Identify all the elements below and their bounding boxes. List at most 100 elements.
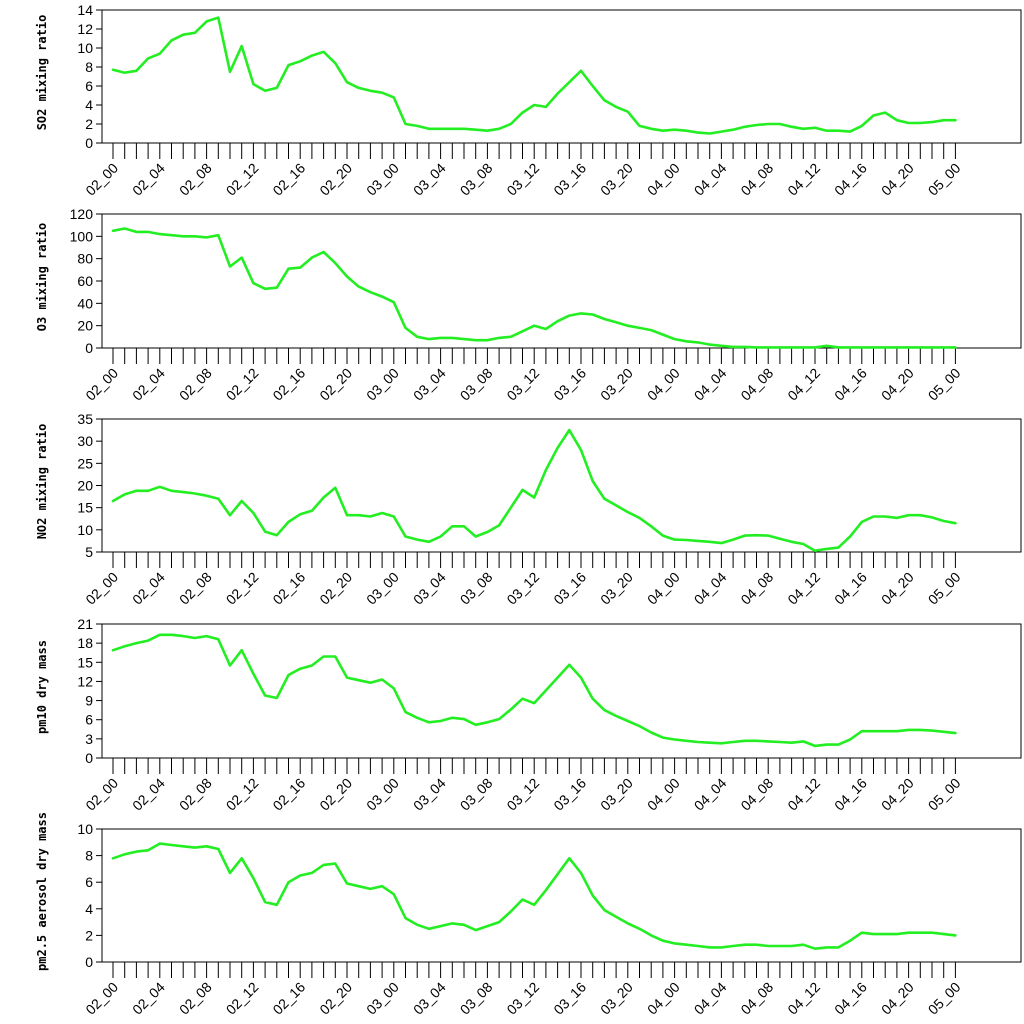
plot-frame — [101, 213, 1022, 349]
y-tick-label: 30 — [77, 433, 93, 449]
x-tick-label: 02_20 — [316, 775, 355, 814]
y-tick-label: 12 — [77, 673, 93, 689]
x-tick-label: 04_00 — [644, 160, 683, 199]
panel-3: 5 10 15 20 25 30 35 02_00 02_04 02_08 02_12 02_16 02… — [35, 411, 1022, 608]
x-tick-label: 04_08 — [737, 365, 776, 404]
x-tick-label: 02_00 — [82, 160, 121, 199]
y-tick-label: 2 — [85, 927, 93, 943]
y-tick-label: 0 — [85, 750, 93, 766]
x-tick-label: 02_00 — [82, 775, 121, 814]
x-tick-label: 03_00 — [363, 160, 402, 199]
y-tick-label: 35 — [77, 411, 93, 427]
y-tick-label: 8 — [85, 848, 93, 864]
x-tick-label: 05_00 — [925, 569, 964, 608]
x-tick-label: 02_20 — [316, 979, 355, 1018]
x-tick-label: 03_00 — [363, 979, 402, 1018]
x-tick-label: 03_16 — [550, 160, 589, 199]
y-axis-label: pm2.5 aerosol dry mass — [35, 812, 49, 971]
x-tick-label: 03_08 — [457, 775, 496, 814]
x-tick-label: 02_04 — [129, 160, 168, 199]
y-tick-label: 60 — [77, 273, 93, 289]
x-tick-label: 05_00 — [925, 160, 964, 199]
x-tick-label: 02_12 — [223, 979, 262, 1018]
x-tick-label: 04_08 — [737, 569, 776, 608]
x-tick-label: 03_08 — [457, 365, 496, 404]
x-tick-label: 03_04 — [410, 569, 449, 608]
x-tick-label: 04_12 — [784, 160, 823, 199]
x-tick-label: 02_12 — [223, 569, 262, 608]
x-tick-label: 04_12 — [784, 569, 823, 608]
x-tick-label: 03_12 — [503, 365, 542, 404]
panel-4: 0 3 6 9 12 15 18 21 02_00 02_04 02_08 02_12 02_16 02_… — [35, 616, 1022, 814]
y-tick-label: 120 — [70, 206, 94, 222]
y-tick-label: 0 — [85, 954, 93, 970]
x-tick-label: 04_08 — [737, 979, 776, 1018]
x-tick-label: 03_12 — [503, 160, 542, 199]
x-tick-label: 03_08 — [457, 160, 496, 199]
x-tick-label: 03_12 — [503, 979, 542, 1018]
x-tick-label: 02_08 — [176, 365, 215, 404]
x-tick-label: 03_12 — [503, 569, 542, 608]
y-tick-label: 12 — [77, 21, 93, 37]
x-tick-label: 03_04 — [410, 775, 449, 814]
x-tick-label: 03_16 — [550, 365, 589, 404]
y-axis-label: O3 mixing ratio — [35, 223, 49, 331]
x-tick-label: 02_04 — [129, 979, 168, 1018]
x-tick-label: 04_20 — [878, 979, 917, 1018]
y-tick-label: 21 — [77, 616, 93, 632]
y-tick-label: 10 — [77, 821, 93, 837]
plot-frame — [101, 828, 1022, 963]
y-tick-label: 6 — [85, 78, 93, 94]
x-tick-label: 04_04 — [691, 979, 730, 1018]
x-tick-label: 03_12 — [503, 775, 542, 814]
x-tick-label: 02_20 — [316, 569, 355, 608]
series-line — [111, 227, 957, 349]
y-tick-label: 2 — [85, 116, 93, 132]
plot-frame — [101, 623, 1022, 759]
y-tick-label: 10 — [77, 40, 93, 56]
x-tick-label: 02_12 — [223, 160, 262, 199]
x-tick-label: 04_16 — [831, 569, 870, 608]
x-tick-label: 04_12 — [784, 979, 823, 1018]
x-tick-label: 03_04 — [410, 160, 449, 199]
y-tick-label: 18 — [77, 635, 93, 651]
x-tick-label: 02_00 — [82, 569, 121, 608]
x-tick-label: 04_20 — [878, 775, 917, 814]
x-tick-label: 02_04 — [129, 569, 168, 608]
x-tick-label: 04_00 — [644, 569, 683, 608]
x-tick-label: 03_00 — [363, 775, 402, 814]
y-tick-label: 25 — [77, 455, 93, 471]
x-tick-label: 04_04 — [691, 160, 730, 199]
x-tick-label: 04_16 — [831, 365, 870, 404]
x-tick-label: 03_20 — [597, 775, 636, 814]
y-tick-label: 15 — [77, 500, 93, 516]
y-tick-label: 80 — [77, 251, 93, 267]
y-tick-label: 9 — [85, 693, 93, 709]
x-tick-label: 02_08 — [176, 979, 215, 1018]
series-line — [111, 633, 957, 748]
x-tick-label: 05_00 — [925, 365, 964, 404]
y-tick-label: 40 — [77, 295, 93, 311]
x-tick-label: 02_16 — [269, 979, 308, 1018]
x-tick-label: 05_00 — [925, 775, 964, 814]
y-tick-label: 15 — [77, 654, 93, 670]
x-tick-label: 04_16 — [831, 160, 870, 199]
x-tick-label: 05_00 — [925, 979, 964, 1018]
x-tick-label: 03_08 — [457, 979, 496, 1018]
x-tick-label: 04_12 — [784, 775, 823, 814]
x-tick-label: 03_20 — [597, 569, 636, 608]
series-line — [111, 428, 957, 553]
y-tick-label: 3 — [85, 731, 93, 747]
x-tick-label: 04_00 — [644, 365, 683, 404]
y-tick-label: 8 — [85, 59, 93, 75]
y-axis-label: SO2 mixing ratio — [35, 15, 49, 131]
x-tick-label: 03_20 — [597, 365, 636, 404]
x-tick-label: 03_16 — [550, 979, 589, 1018]
y-tick-label: 0 — [85, 135, 93, 151]
y-tick-label: 4 — [85, 97, 93, 113]
x-tick-label: 04_16 — [831, 775, 870, 814]
x-tick-label: 04_00 — [644, 775, 683, 814]
x-tick-label: 03_04 — [410, 365, 449, 404]
y-tick-label: 100 — [70, 228, 94, 244]
